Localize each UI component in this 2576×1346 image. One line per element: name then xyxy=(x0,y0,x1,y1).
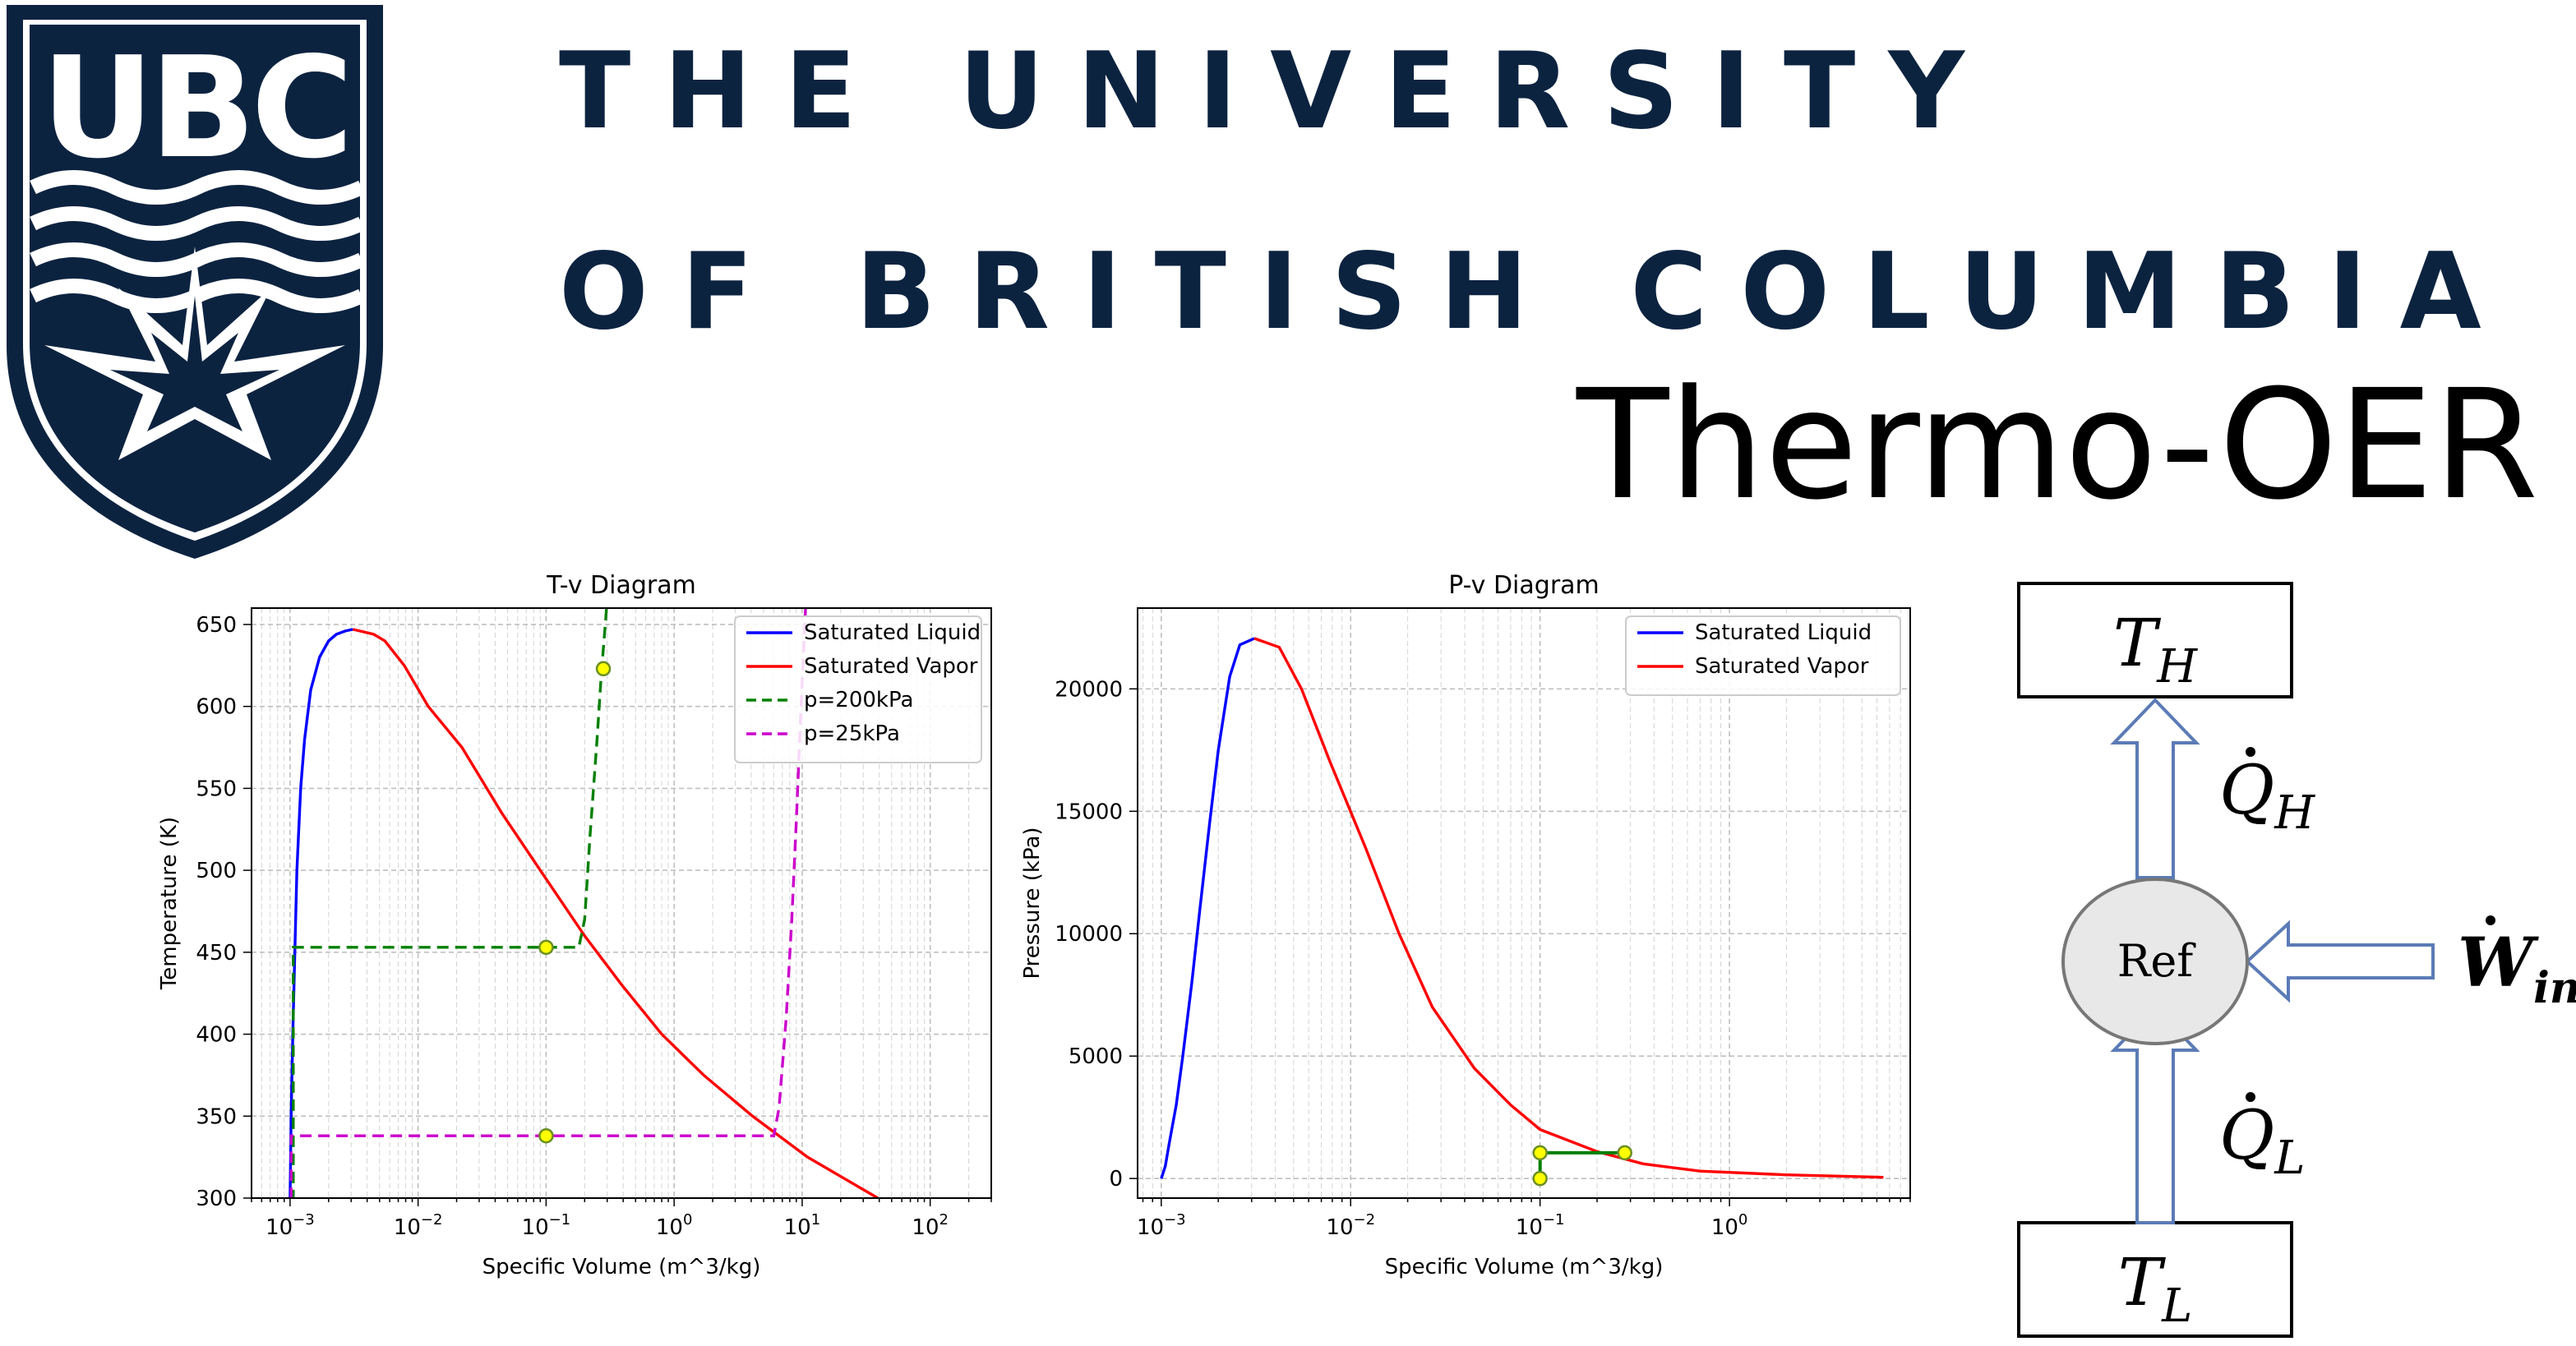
y-tick-label: 450 xyxy=(196,941,237,966)
wordmark-line-2: OF BRITISH COLUMBIA xyxy=(559,231,2514,353)
dot-accent xyxy=(2246,747,2255,757)
refrigerant-label: Ref xyxy=(2117,935,2197,987)
x-tick-label: 10−1 xyxy=(1516,1211,1565,1240)
series-line-p-200kpa xyxy=(289,608,608,1198)
ubc-logo: UBC xyxy=(7,5,383,559)
x-tick-label: 10−3 xyxy=(265,1211,315,1240)
chart-title: P-v Diagram xyxy=(1448,571,1600,600)
y-axis-label: Pressure (kPa) xyxy=(1020,827,1045,979)
legend-entry: Saturated Vapor xyxy=(804,654,978,679)
cold-reservoir-label: TL xyxy=(2118,1244,2193,1333)
hot-reservoir-box xyxy=(2017,582,2293,698)
y-tick-label: 550 xyxy=(196,777,237,801)
heat-in-label: QL xyxy=(2219,1092,2305,1185)
logo-sun-core xyxy=(110,296,279,431)
legend-entry: Saturated Liquid xyxy=(1695,620,1872,645)
x-tick-label: 100 xyxy=(1711,1211,1748,1240)
y-tick-label: 350 xyxy=(196,1104,237,1129)
legend-entry: Saturated Liquid xyxy=(804,620,981,645)
axes-frame xyxy=(251,607,992,1199)
series-line-p-25kpa xyxy=(289,608,807,1198)
heat-out-label: QH xyxy=(2219,747,2315,840)
x-tick-label: 102 xyxy=(912,1211,949,1240)
series-line-saturated-vapor xyxy=(1253,637,1884,1179)
x-tick-label: 10−3 xyxy=(1137,1211,1186,1240)
y-axis-label: Temperature (K) xyxy=(157,817,182,990)
y-tick-label: 600 xyxy=(196,695,237,720)
series-group xyxy=(1160,637,1884,1187)
dot-accent xyxy=(2246,1092,2255,1102)
university-wordmark: THE UNIVERSITY OF BRITISH COLUMBIA xyxy=(559,33,2514,345)
chart-1: 300 350 400 450 500 550 600 650 10−3 10−2 10−1 100 1… xyxy=(157,571,992,1279)
work-in-arrow xyxy=(2245,920,2435,1003)
svg-text:QL: QL xyxy=(2219,1097,2305,1185)
chart-title: T-v Diagram xyxy=(546,571,696,600)
legend-box xyxy=(1625,615,1901,696)
y-tick-label: 15000 xyxy=(1055,800,1123,824)
x-tick-label: 101 xyxy=(784,1211,821,1240)
dot-accent xyxy=(2486,915,2495,925)
logo-text: UBC xyxy=(41,27,349,190)
hot-reservoir-label: TH xyxy=(2113,605,2198,694)
wordmark-line-1: THE UNIVERSITY xyxy=(559,30,1997,153)
x-tick-label: 10−1 xyxy=(522,1211,571,1240)
state-point xyxy=(538,1127,554,1144)
y-tick-label: 400 xyxy=(196,1023,237,1048)
svg-text:Win: Win xyxy=(2458,924,2576,1013)
state-point xyxy=(538,939,554,956)
y-tick-label: 0 xyxy=(1109,1167,1123,1192)
series-group xyxy=(289,608,879,1198)
state-point xyxy=(1532,1145,1548,1161)
refrigerant-circle xyxy=(2061,878,2249,1045)
y-tick-label: 10000 xyxy=(1055,922,1123,947)
cycle-path xyxy=(1538,1150,1625,1179)
series-line-saturated-liquid xyxy=(1160,637,1255,1179)
heat-out-arrow xyxy=(2110,698,2200,879)
y-tick-label: 650 xyxy=(196,613,237,638)
state-point xyxy=(595,661,612,677)
y-tick-label: 300 xyxy=(196,1187,237,1211)
x-tick-label: 10−2 xyxy=(1326,1211,1375,1240)
product-title: Thermo-OER xyxy=(1577,357,2539,533)
x-tick-label: 10−2 xyxy=(394,1211,443,1240)
legend-entry: p=200kPa xyxy=(804,688,913,712)
y-tick-label: 20000 xyxy=(1055,677,1123,702)
x-axis-label: Specific Volume (m^3/kg) xyxy=(482,1255,761,1279)
state-point xyxy=(1617,1145,1632,1161)
axes-frame xyxy=(1137,607,1911,1199)
chart-2: 0 5000 10000 15000 20000 10−3 10−2 10−1 100 P-v D… xyxy=(1020,571,1911,1279)
work-in-label: Win xyxy=(2458,915,2576,1013)
svg-text:QH: QH xyxy=(2219,752,2315,840)
legend-entry: p=25kPa xyxy=(804,721,900,746)
series-line-saturated-vapor xyxy=(353,628,879,1198)
state-point xyxy=(1532,1170,1548,1187)
y-tick-label: 5000 xyxy=(1069,1044,1123,1069)
legend-box xyxy=(734,615,982,763)
x-axis-label: Specific Volume (m^3/kg) xyxy=(1385,1255,1664,1279)
legend-entry: Saturated Vapor xyxy=(1695,654,1869,679)
x-tick-label: 100 xyxy=(656,1211,693,1240)
y-tick-label: 500 xyxy=(196,859,237,883)
